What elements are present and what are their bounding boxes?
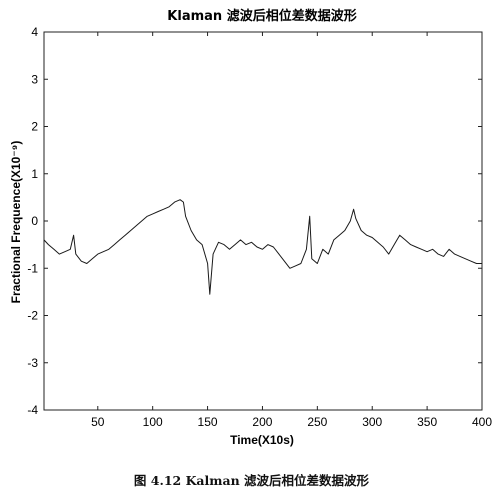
figure-caption: 图 4.12 Kalman 滤波后相位差数据波形	[133, 473, 370, 488]
x-axis: 50 100 150 200 250 300 350 400	[91, 32, 492, 429]
x-tick-label: 300	[362, 415, 382, 429]
y-axis-label: Fractional Frequence(X10⁻⁹)	[9, 141, 23, 304]
y-tick-label: 4	[31, 25, 38, 39]
y-tick-label: 0	[31, 214, 38, 228]
y-axis: -4 -3 -2 -1 0 1 2 3 4	[27, 25, 482, 417]
x-axis-label: Time(X10s)	[230, 433, 294, 447]
x-tick-label: 100	[143, 415, 163, 429]
x-tick-label: 250	[307, 415, 327, 429]
series-line	[43, 199, 482, 295]
chart-title: Klaman 滤波后相位差数据波形	[167, 8, 356, 24]
x-tick-label: 150	[198, 415, 218, 429]
x-tick-label: 350	[417, 415, 437, 429]
y-tick-label: -3	[27, 356, 38, 370]
x-tick-label: 50	[91, 415, 105, 429]
x-tick-label: 400	[472, 415, 492, 429]
y-tick-label: -2	[27, 309, 38, 323]
y-tick-label: 3	[31, 72, 38, 86]
y-tick-label: 2	[31, 120, 38, 134]
plot-area	[43, 31, 483, 411]
plot-frame	[43, 31, 483, 411]
y-tick-label: -1	[27, 261, 38, 275]
y-tick-label: 1	[31, 167, 38, 181]
y-tick-label: -4	[27, 403, 38, 417]
x-tick-label: 200	[252, 415, 272, 429]
